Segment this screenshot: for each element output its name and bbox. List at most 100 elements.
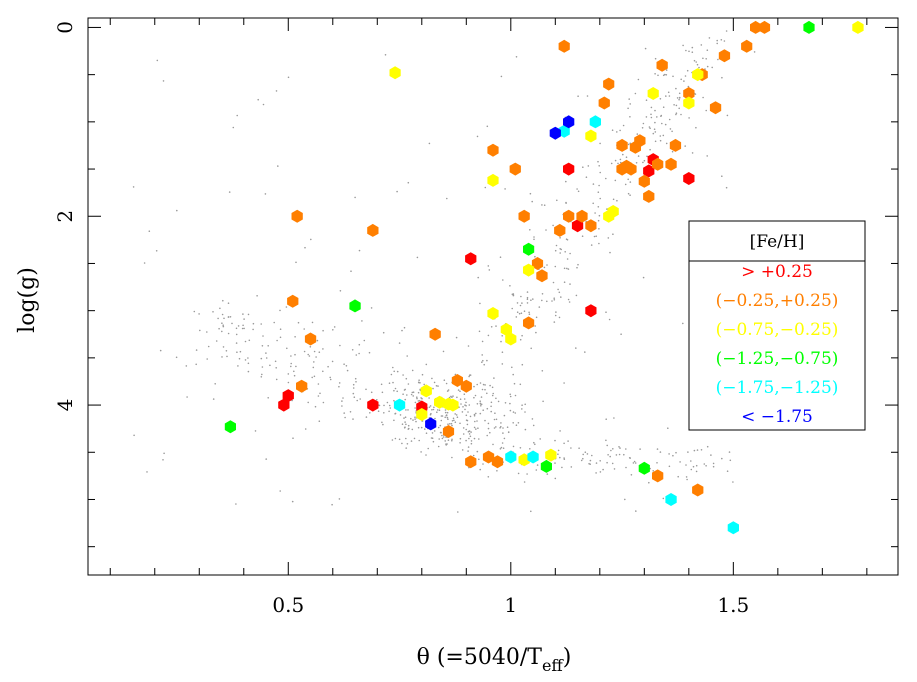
cloud-dot [430, 437, 433, 439]
cloud-dot [450, 422, 453, 425]
cloud-dot [578, 447, 580, 450]
cloud-dot [606, 461, 608, 464]
cloud-dot [462, 427, 465, 429]
cloud-dot [534, 325, 536, 327]
point-series-1 [656, 58, 668, 72]
point-series-1 [603, 77, 615, 91]
cloud-dot [368, 351, 371, 354]
cloud-dot [428, 142, 431, 145]
cloud-dot [675, 112, 678, 114]
cloud-dot [645, 116, 648, 118]
cloud-dot [311, 376, 314, 379]
cloud-dot [463, 393, 466, 396]
cloud-dot [479, 302, 481, 305]
cloud-dot [541, 204, 543, 206]
point-series-4 [505, 450, 517, 464]
cloud-dot [460, 403, 462, 405]
cloud-dot [414, 407, 416, 409]
cloud-dot [206, 358, 208, 360]
cloud-dot [512, 294, 515, 296]
cloud-dot [649, 148, 651, 151]
cloud-dot [311, 321, 314, 324]
cloud-dot [625, 448, 627, 450]
cloud-dot [155, 250, 158, 252]
cloud-dot [662, 134, 665, 137]
cloud-dot [717, 58, 719, 61]
cloud-dot [627, 143, 630, 146]
cloud-dot [247, 357, 249, 359]
cloud-dot [476, 403, 479, 405]
cloud-dot [530, 510, 532, 513]
cloud-dot [501, 351, 504, 354]
cloud-dot [490, 405, 492, 408]
cloud-dot [580, 459, 583, 462]
cloud-dot [595, 235, 597, 237]
cloud-dot [589, 459, 592, 462]
cloud-dot [406, 355, 409, 357]
cloud-dot [243, 327, 245, 330]
cloud-dot [293, 370, 295, 373]
cloud-dot [536, 464, 539, 466]
cloud-dot [405, 409, 407, 411]
cloud-dot [543, 266, 546, 269]
point-series-4 [589, 115, 601, 129]
cloud-dot [275, 378, 278, 381]
cloud-dot [417, 400, 420, 402]
cloud-dot [560, 296, 562, 298]
cloud-dot [416, 397, 418, 400]
cloud-dot [521, 334, 523, 337]
cloud-dot [314, 405, 317, 408]
cloud-dot [247, 362, 250, 365]
cloud-dot [329, 376, 332, 379]
cloud-dot [554, 462, 556, 464]
cloud-dot [492, 392, 495, 395]
cloud-dot [492, 443, 494, 446]
cloud-dot [648, 481, 650, 484]
cloud-dot [132, 186, 135, 188]
legend-entry: (−1.25,−0.75) [716, 349, 839, 369]
cloud-dot [487, 476, 490, 478]
cloud-dot [352, 418, 354, 420]
cloud-dot [425, 454, 427, 456]
cloud-dot [420, 451, 422, 453]
cloud-dot [554, 265, 557, 268]
cloud-dot [354, 377, 357, 380]
cloud-dot [611, 129, 614, 131]
cloud-dot [226, 355, 228, 358]
cloud-dot [327, 365, 329, 368]
cloud-dot [212, 398, 215, 400]
point-series-0 [643, 164, 655, 178]
cloud-dot [512, 411, 515, 413]
cloud-dot [261, 345, 264, 347]
cloud-dot [628, 457, 631, 459]
cloud-dot [570, 466, 573, 468]
cloud-dot [687, 451, 689, 453]
cloud-dot [721, 175, 723, 177]
cloud-dot [566, 267, 568, 270]
cloud-dot [597, 191, 600, 193]
cloud-dot [444, 416, 447, 419]
cloud-dot [466, 423, 469, 426]
cloud-dot [629, 181, 632, 183]
legend-entry: (−0.75,−0.25) [716, 320, 839, 340]
cloud-dot [584, 451, 587, 454]
point-series-1 [304, 332, 317, 346]
cloud-dot [432, 408, 435, 411]
cloud-dot [343, 363, 345, 366]
legend-box [688, 220, 866, 431]
cloud-dot [376, 399, 378, 401]
cloud-dot [392, 366, 394, 369]
cloud-dot [482, 359, 484, 362]
cloud-dot [446, 416, 449, 419]
cloud-dot [244, 340, 247, 343]
cloud-dot [444, 440, 447, 442]
cloud-dot [504, 188, 506, 190]
cloud-dot [514, 394, 517, 397]
cloud-dot [491, 386, 494, 389]
cloud-dot [223, 317, 225, 320]
cloud-dot [526, 473, 528, 475]
cloud-dot [610, 449, 612, 452]
cloud-dot [678, 107, 680, 110]
cloud-dot [473, 385, 475, 388]
cloud-dot [665, 95, 667, 97]
